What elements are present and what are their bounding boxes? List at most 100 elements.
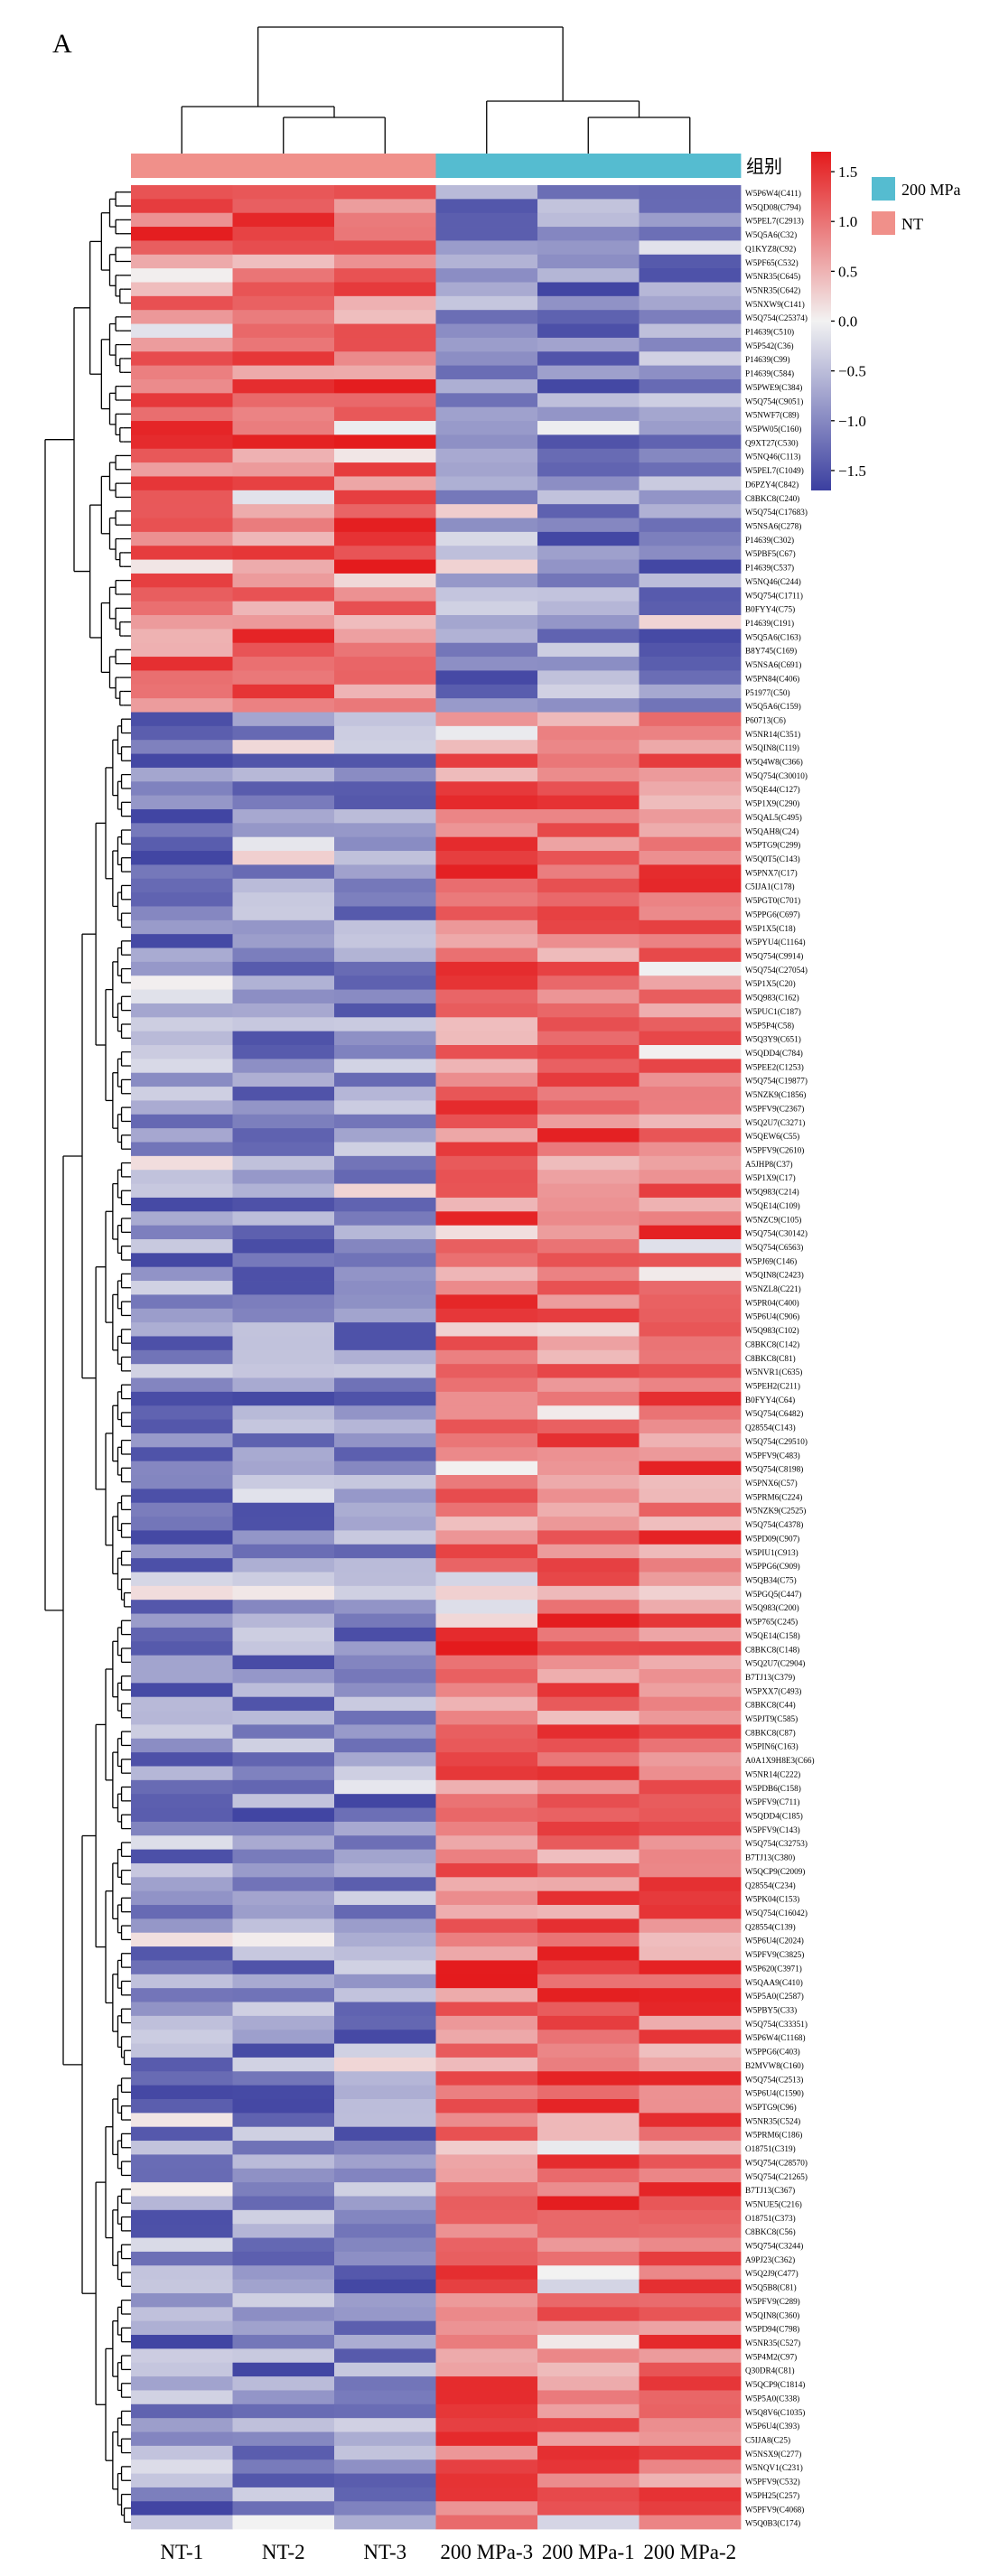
heatmap-cell <box>232 531 335 546</box>
heatmap-cell <box>334 393 436 408</box>
heatmap-cell <box>232 1281 335 1295</box>
heatmap-cell <box>435 1558 538 1573</box>
heatmap-cell <box>334 434 436 450</box>
heatmap-cell <box>334 1114 436 1129</box>
heatmap-cell <box>131 823 233 838</box>
heatmap-cell <box>537 421 640 435</box>
heatmap-cell <box>334 2335 436 2349</box>
heatmap-cell <box>435 712 538 727</box>
heatmap-cell <box>232 878 335 893</box>
row-label: C8BKC8(C240) <box>745 494 799 503</box>
heatmap-cell <box>131 712 233 727</box>
heatmap-cell <box>435 504 538 518</box>
heatmap-cell <box>232 2335 335 2349</box>
heatmap-cell <box>131 684 233 699</box>
heatmap-cell <box>232 573 335 588</box>
heatmap-cell <box>334 2002 436 2017</box>
heatmap-cell <box>639 1890 742 1906</box>
heatmap-cell <box>334 2141 436 2155</box>
heatmap-cell <box>435 1905 538 1919</box>
row-label: W5Q754(C25374) <box>745 313 808 322</box>
heatmap-cell <box>131 2015 233 2030</box>
heatmap-cell <box>334 2390 436 2405</box>
heatmap-cell <box>131 989 233 1004</box>
heatmap-cell <box>334 1711 436 1725</box>
heatmap-cell <box>639 1225 742 1240</box>
heatmap-cell <box>537 2445 640 2460</box>
heatmap-cell <box>131 1294 233 1310</box>
heatmap-cell <box>639 185 742 200</box>
row-label: W5PWE9(C384) <box>745 383 802 392</box>
heatmap-cell <box>232 1391 335 1406</box>
heatmap-cell <box>537 2182 640 2197</box>
heatmap-cell <box>537 753 640 769</box>
group-label: 组别 <box>746 156 782 177</box>
heatmap-cell <box>334 518 436 533</box>
heatmap-cell <box>131 1155 233 1171</box>
heatmap-cell <box>334 490 436 505</box>
heatmap-cell <box>131 351 233 367</box>
heatmap-cell <box>334 212 436 228</box>
heatmap-cell <box>537 2459 640 2474</box>
row-label: A5JHP8(C37) <box>745 1160 793 1169</box>
heatmap-cell <box>232 2473 335 2488</box>
heatmap-cell <box>639 2390 742 2405</box>
heatmap-cell <box>639 1655 742 1670</box>
row-label: W5P542(C36) <box>745 341 794 350</box>
heatmap-cell <box>334 531 436 546</box>
row-label: P51977(C50) <box>745 688 790 697</box>
row-label: W5PFV9(C532) <box>745 2478 800 2487</box>
heatmap-cell <box>131 1738 233 1753</box>
heatmap-cell <box>131 1724 233 1740</box>
heatmap-cell <box>639 767 742 782</box>
heatmap-cell <box>334 615 436 630</box>
heatmap-cell <box>537 1391 640 1406</box>
heatmap-cell <box>334 601 436 616</box>
heatmap-cell <box>537 2196 640 2211</box>
heatmap-cell <box>131 2196 233 2211</box>
heatmap-cell <box>537 1266 640 1282</box>
heatmap-cell <box>232 2348 335 2364</box>
heatmap-cell <box>435 1544 538 1559</box>
heatmap-cell <box>334 1558 436 1573</box>
heatmap-cell <box>639 1170 742 1184</box>
heatmap-cell <box>537 2292 640 2308</box>
heatmap-cell <box>131 2335 233 2349</box>
heatmap-cell <box>639 476 742 491</box>
heatmap-cell <box>537 947 640 963</box>
heatmap-cell <box>334 1294 436 1310</box>
heatmap-cell <box>131 1087 233 1101</box>
heatmap-cell <box>537 2002 640 2017</box>
heatmap-cell <box>334 2473 436 2488</box>
heatmap-cell <box>334 1655 436 1670</box>
heatmap-cell <box>435 1377 538 1393</box>
row-label: C8BKC8(C87) <box>745 1728 796 1737</box>
heatmap-cell <box>639 199 742 214</box>
heatmap-cell <box>232 2196 335 2211</box>
heatmap-cell <box>334 2501 436 2516</box>
heatmap-cell <box>232 1696 335 1712</box>
heatmap-cell <box>639 1059 742 1074</box>
heatmap-cell <box>334 629 436 644</box>
heatmap-cell <box>232 975 335 990</box>
row-label: W5Q754(C27054) <box>745 966 808 975</box>
row-label: W5Q5A6(C163) <box>745 632 801 641</box>
heatmap-cell <box>435 601 538 616</box>
heatmap-cell <box>232 1974 335 1989</box>
heatmap-cell <box>639 2459 742 2474</box>
heatmap-cell <box>232 2015 335 2030</box>
heatmap-cell <box>537 919 640 935</box>
heatmap-cell <box>435 490 538 505</box>
heatmap-cell <box>232 684 335 699</box>
heatmap-cell <box>131 1807 233 1823</box>
heatmap-cell <box>537 1045 640 1059</box>
row-label: W5P6W4(C411) <box>745 189 801 198</box>
heatmap-cell <box>232 1752 335 1767</box>
heatmap-cell <box>639 531 742 546</box>
heatmap-cell <box>435 1585 538 1601</box>
heatmap-cell <box>435 573 538 588</box>
heatmap-cell <box>131 1253 233 1268</box>
heatmap-cell <box>232 2098 335 2114</box>
row-label: W5PIU1(C913) <box>745 1548 799 1557</box>
heatmap-cell <box>537 1489 640 1504</box>
